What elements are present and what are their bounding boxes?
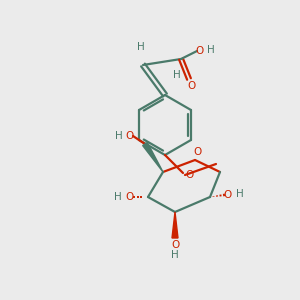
Polygon shape bbox=[142, 142, 163, 172]
Text: H: H bbox=[173, 70, 181, 80]
Text: O: O bbox=[185, 170, 193, 180]
Text: H: H bbox=[114, 192, 122, 202]
Polygon shape bbox=[172, 212, 178, 238]
Text: O: O bbox=[193, 147, 201, 157]
Text: O: O bbox=[126, 192, 134, 202]
Text: O: O bbox=[171, 240, 179, 250]
Text: H: H bbox=[115, 131, 123, 141]
Text: O: O bbox=[187, 81, 195, 91]
Text: H: H bbox=[137, 42, 145, 52]
Text: O: O bbox=[224, 190, 232, 200]
Text: H: H bbox=[236, 189, 244, 199]
Text: O: O bbox=[195, 46, 203, 56]
Text: H: H bbox=[207, 45, 215, 55]
Text: O: O bbox=[125, 131, 133, 141]
Text: H: H bbox=[171, 250, 179, 260]
